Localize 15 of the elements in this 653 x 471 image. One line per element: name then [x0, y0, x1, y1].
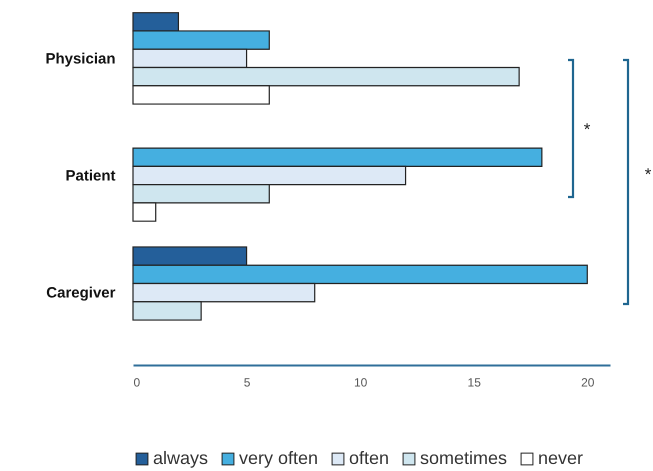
x-tick-label: 10 — [354, 376, 368, 390]
x-tick-label: 15 — [468, 376, 482, 390]
x-tick-label: 20 — [581, 376, 595, 390]
x-tick-label: 5 — [244, 376, 251, 390]
legend-label: sometimes — [420, 448, 508, 468]
legend-label: often — [349, 448, 390, 468]
x-tick-label: 0 — [134, 376, 140, 390]
y-tick-label: Caregiver — [46, 284, 116, 302]
y-tick-label: Physician — [45, 50, 116, 68]
text: * — [644, 165, 652, 184]
annotation: * — [584, 120, 591, 139]
y-tick-label: Patient — [65, 168, 116, 184]
legend-label: very often — [239, 448, 318, 468]
legend-label: never — [538, 448, 584, 468]
legend-label: always — [153, 448, 208, 468]
